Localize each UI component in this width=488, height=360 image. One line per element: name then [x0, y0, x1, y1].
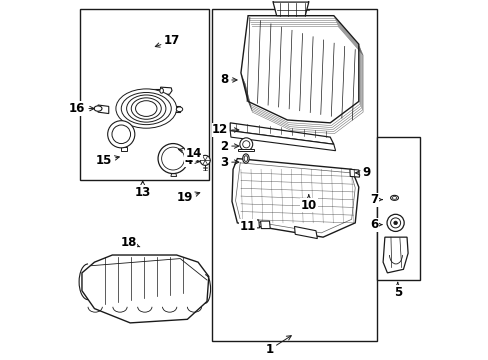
Ellipse shape — [116, 89, 176, 128]
Polygon shape — [144, 89, 160, 94]
Polygon shape — [294, 226, 317, 239]
Ellipse shape — [176, 107, 183, 112]
Polygon shape — [230, 131, 335, 151]
Text: 9: 9 — [355, 166, 370, 179]
Polygon shape — [98, 105, 108, 113]
Ellipse shape — [135, 101, 157, 116]
Text: 17: 17 — [155, 34, 180, 47]
Text: 12: 12 — [212, 123, 238, 136]
Circle shape — [386, 214, 404, 231]
Ellipse shape — [126, 95, 165, 122]
Ellipse shape — [121, 93, 171, 125]
Text: 11: 11 — [240, 219, 256, 233]
Text: 2: 2 — [220, 140, 238, 153]
Ellipse shape — [244, 156, 247, 161]
Polygon shape — [121, 148, 126, 151]
Polygon shape — [230, 123, 333, 144]
Text: 16: 16 — [69, 102, 94, 115]
Text: 10: 10 — [300, 195, 316, 212]
Text: 7: 7 — [369, 193, 381, 206]
Circle shape — [240, 138, 252, 151]
Text: 18: 18 — [120, 236, 140, 249]
Circle shape — [242, 141, 249, 148]
Ellipse shape — [160, 88, 163, 93]
Polygon shape — [171, 174, 176, 176]
Polygon shape — [231, 158, 358, 237]
Text: 4: 4 — [184, 154, 199, 167]
Text: 6: 6 — [369, 218, 381, 231]
Ellipse shape — [131, 98, 161, 119]
Ellipse shape — [242, 154, 248, 163]
Ellipse shape — [391, 197, 396, 199]
Polygon shape — [160, 87, 172, 94]
Polygon shape — [260, 221, 270, 229]
Polygon shape — [272, 2, 308, 16]
Text: 19: 19 — [176, 192, 200, 204]
Polygon shape — [349, 169, 359, 177]
Ellipse shape — [390, 195, 398, 201]
Circle shape — [158, 144, 188, 174]
Polygon shape — [382, 237, 407, 273]
Text: 15: 15 — [96, 154, 119, 167]
Text: 1: 1 — [265, 336, 291, 356]
Bar — [80, 9, 208, 180]
Bar — [376, 137, 419, 280]
Polygon shape — [247, 220, 259, 228]
Text: 5: 5 — [393, 283, 401, 299]
Text: 8: 8 — [220, 73, 237, 86]
Circle shape — [390, 218, 400, 228]
Polygon shape — [169, 107, 180, 112]
Text: 14: 14 — [178, 147, 202, 160]
Text: 13: 13 — [134, 181, 150, 199]
Ellipse shape — [94, 106, 102, 111]
Polygon shape — [82, 255, 208, 323]
Circle shape — [393, 221, 397, 225]
Bar — [212, 9, 376, 341]
Text: 3: 3 — [220, 156, 238, 168]
Circle shape — [112, 125, 130, 144]
Circle shape — [200, 156, 210, 165]
Circle shape — [107, 121, 135, 148]
Polygon shape — [238, 149, 254, 151]
Circle shape — [162, 147, 184, 170]
Polygon shape — [241, 16, 358, 123]
